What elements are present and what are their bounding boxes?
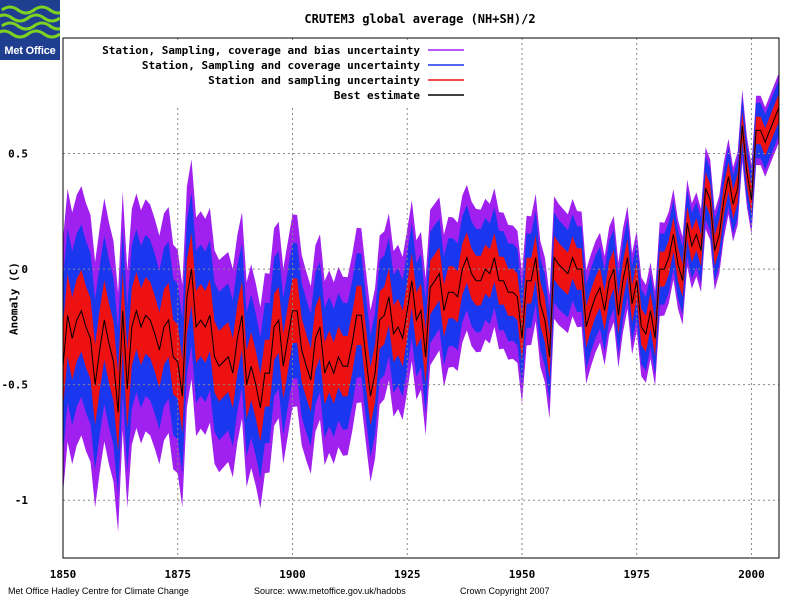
y-ticks: 0.5 0 -0.5 -1 xyxy=(2,148,29,508)
x-tick-label: 1925 xyxy=(394,568,421,581)
legend-background xyxy=(66,40,470,106)
y-tick-label: -0.5 xyxy=(2,379,29,392)
logo-text: Met Office xyxy=(4,45,56,57)
legend-label: Station, Sampling and coverage uncertain… xyxy=(142,59,421,72)
legend: Station, Sampling, coverage and bias unc… xyxy=(66,40,470,106)
x-tick-label: 1950 xyxy=(509,568,536,581)
best-estimate-line xyxy=(62,107,780,413)
met-office-logo: Met Office xyxy=(0,0,60,60)
x-tick-label: 1900 xyxy=(279,568,306,581)
x-tick-label: 2000 xyxy=(738,568,765,581)
footer-source: Source: www.metoffice.gov.uk/hadobs xyxy=(254,586,406,596)
x-ticks: 1850 1875 1900 1925 1950 1975 2000 xyxy=(50,568,765,581)
chart-title: CRUTEM3 global average (NH+SH)/2 xyxy=(304,12,536,26)
footer-copyright: Crown Copyright 2007 xyxy=(460,586,550,596)
uncertainty-bands xyxy=(63,72,779,533)
best-estimate-layer xyxy=(62,107,780,413)
y-tick-label: -1 xyxy=(15,494,29,507)
legend-label: Station, Sampling, coverage and bias unc… xyxy=(102,44,420,57)
plot-frame xyxy=(62,37,780,559)
sampling-uncertainty-band xyxy=(63,93,779,452)
x-tick-label: 1875 xyxy=(164,568,191,581)
y-tick-label: 0 xyxy=(21,263,28,276)
x-tick-label: 1850 xyxy=(50,568,77,581)
footer-credit: Met Office Hadley Centre for Climate Cha… xyxy=(8,586,189,596)
x-tick-label: 1975 xyxy=(623,568,650,581)
legend-label: Station and sampling uncertainty xyxy=(208,74,420,87)
logo-waves-icon xyxy=(0,5,60,39)
y-tick-label: 0.5 xyxy=(8,148,28,161)
legend-label: Best estimate xyxy=(334,89,420,102)
